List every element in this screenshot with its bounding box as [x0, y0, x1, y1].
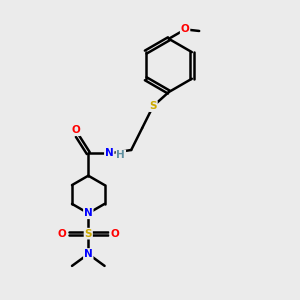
Text: N: N — [105, 148, 114, 158]
Text: N: N — [84, 249, 93, 259]
Text: S: S — [85, 229, 92, 238]
Text: O: O — [110, 229, 119, 238]
Text: O: O — [181, 24, 190, 34]
Text: O: O — [71, 125, 80, 135]
Text: N: N — [84, 208, 93, 218]
Text: S: S — [149, 101, 157, 111]
Text: H: H — [116, 150, 125, 160]
Text: O: O — [58, 229, 66, 238]
